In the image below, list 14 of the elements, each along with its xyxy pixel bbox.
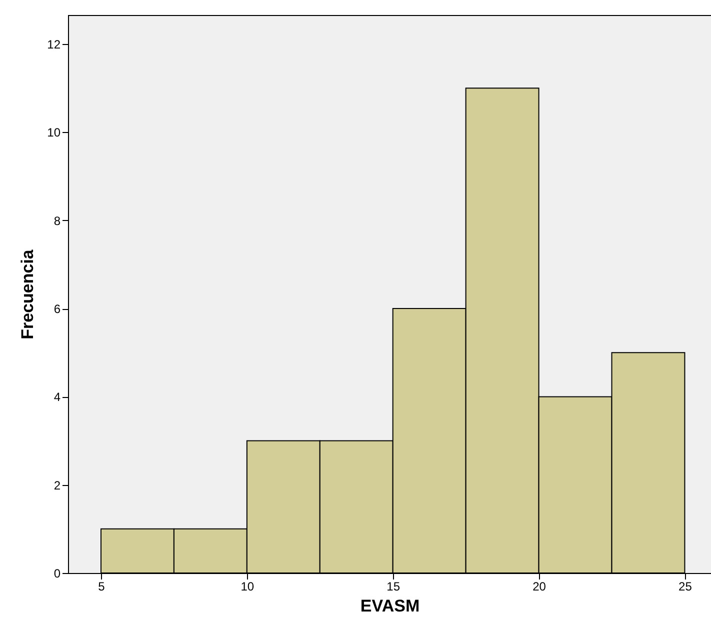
x-tick-label: 5 [98,580,106,594]
y-tick-label: 6 [54,302,61,316]
x-tick-label: 15 [386,580,400,594]
y-tick-label: 4 [54,390,61,404]
y-axis-title: Frecuencia [18,249,38,340]
y-tick-label: 10 [47,126,61,140]
x-axis-title: EVASM [360,596,420,616]
y-tick-label: 8 [54,214,61,228]
y-tick-label: 12 [47,38,61,52]
x-tick-label: 20 [532,580,546,594]
x-tick-label: 10 [240,580,254,594]
x-tick-label: 25 [678,580,692,594]
y-tick-label: 2 [54,478,61,492]
y-tick-label: 0 [54,566,61,580]
